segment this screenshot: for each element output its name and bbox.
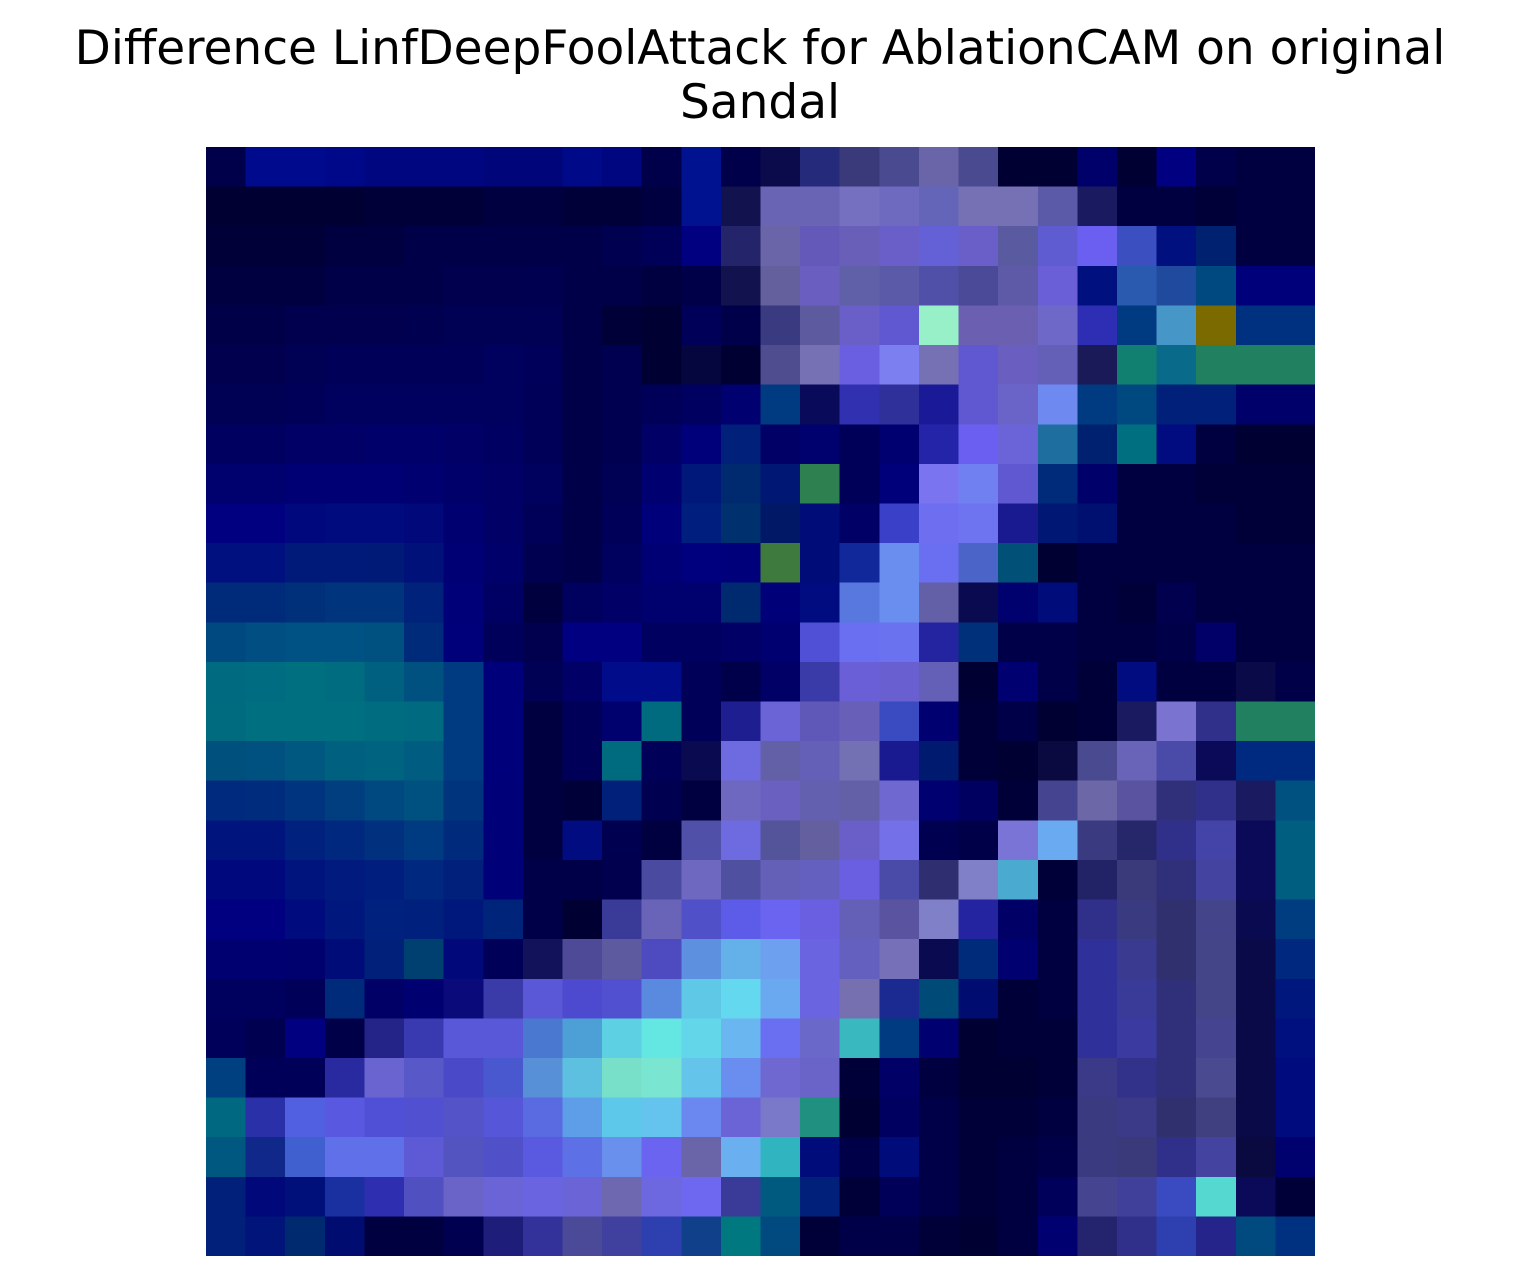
heatmap-row: [206, 463, 1315, 504]
heatmap-row: [206, 543, 1315, 583]
heatmap-row: [206, 424, 1315, 464]
heatmap-row: [206, 1097, 1315, 1138]
heatmap-row: [206, 820, 1315, 860]
heatmap-image: [206, 147, 1315, 1256]
heatmap-row: [206, 582, 1315, 623]
heatmap-row: [206, 859, 1315, 900]
heatmap-row: [206, 265, 1315, 306]
heatmap-row: [206, 1176, 1315, 1217]
heatmap-row: [206, 780, 1315, 821]
heatmap-row: [206, 503, 1315, 544]
heatmap-row: [206, 226, 1315, 266]
heatmap-row: [206, 1057, 1315, 1098]
heatmap-row: [206, 1216, 1315, 1256]
heatmap-row: [206, 978, 1315, 1019]
heatmap-row: [206, 147, 1315, 187]
heatmap-row: [206, 661, 1315, 702]
heatmap-row: [206, 939, 1315, 979]
heatmap-row: [206, 186, 1315, 227]
heatmap-row: [206, 384, 1315, 425]
heatmap-row: [206, 899, 1315, 940]
heatmap-row: [206, 622, 1315, 662]
heatmap-row: [206, 345, 1315, 385]
heatmap-row: [206, 701, 1315, 742]
heatmap-row: [206, 1018, 1315, 1058]
figure-title: Difference LinfDeepFoolAttack for Ablati…: [74, 21, 1446, 130]
heatmap-row: [206, 741, 1315, 781]
heatmap-row: [206, 1137, 1315, 1177]
heatmap-row: [206, 305, 1315, 346]
